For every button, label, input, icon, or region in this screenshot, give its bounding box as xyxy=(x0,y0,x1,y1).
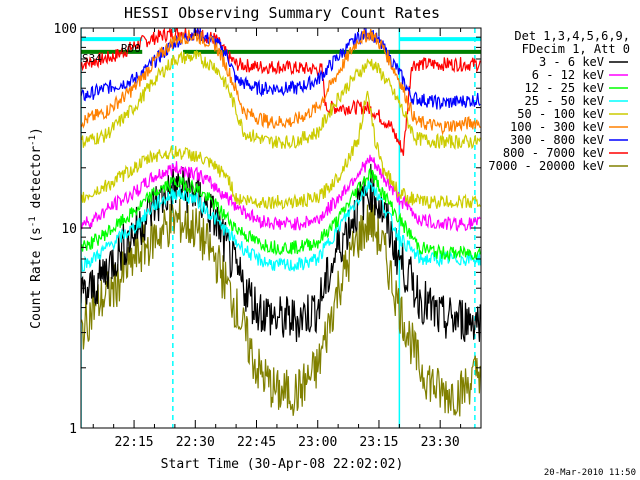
series-line-2 xyxy=(81,28,481,136)
series-line-5 xyxy=(81,163,481,343)
x-tick-label-3: 23:00 xyxy=(298,435,337,450)
status-bars xyxy=(81,37,481,54)
legend-label-6: 300 - 800 keV xyxy=(510,133,604,147)
legend-label-8: 7000 - 20000 keV xyxy=(488,159,604,173)
legend-label-7: 800 - 7000 keV xyxy=(503,146,604,160)
series-line-8 xyxy=(81,154,481,233)
annotation-s34: S34 xyxy=(82,52,102,65)
series-line-0 xyxy=(81,28,481,156)
legend-label-1: 6 - 12 keV xyxy=(532,68,604,82)
series-line-7 xyxy=(81,168,481,262)
annotation-rd0: RD0 xyxy=(121,42,141,55)
x-axis-label: Start Time (30-Apr-08 22:02:02) xyxy=(161,457,404,472)
x-tick-label-4: 23:15 xyxy=(359,435,398,450)
legend-label-4: 50 - 100 keV xyxy=(517,107,604,121)
x-axis-ticks: 22:15 22:30 22:45 23:00 23:15 23:30 xyxy=(92,28,462,450)
series-line-9 xyxy=(81,90,481,210)
x-tick-label-0: 22:15 xyxy=(114,435,153,450)
y-axis-ticks: 1 10 100 xyxy=(54,22,481,437)
x-tick-label-1: 22:30 xyxy=(176,435,215,450)
series-line-1 xyxy=(81,28,481,111)
legend: Det 1,3,4,5,6,9, FDecim 1, Att 0 3 - 6 k… xyxy=(488,29,630,173)
x-tick-label-5: 23:30 xyxy=(421,435,460,450)
chart-title: HESSI Observing Summary Count Rates xyxy=(124,4,440,22)
y-axis-label: Count Rate (s-1 detector-1) xyxy=(28,127,44,329)
series-line-4 xyxy=(81,198,481,417)
legend-header-line-1: Det 1,3,4,5,6,9, xyxy=(514,29,630,43)
x-tick-label-2: 22:45 xyxy=(237,435,276,450)
legend-label-0: 3 - 6 keV xyxy=(539,55,604,69)
series-line-3 xyxy=(81,49,481,150)
series-line-6 xyxy=(81,179,481,272)
timestamp: 20-Mar-2010 11:50 xyxy=(544,468,636,478)
y-tick-label-1: 10 xyxy=(61,222,77,237)
y-tick-label-0: 1 xyxy=(69,422,77,437)
legend-label-5: 100 - 300 keV xyxy=(510,120,604,134)
y-tick-label-2: 100 xyxy=(54,22,77,37)
legend-header-line-2: FDecim 1, Att 0 xyxy=(522,42,630,56)
legend-label-2: 12 - 25 keV xyxy=(525,81,604,95)
legend-label-3: 25 - 50 keV xyxy=(525,94,604,108)
series-group xyxy=(81,28,481,417)
